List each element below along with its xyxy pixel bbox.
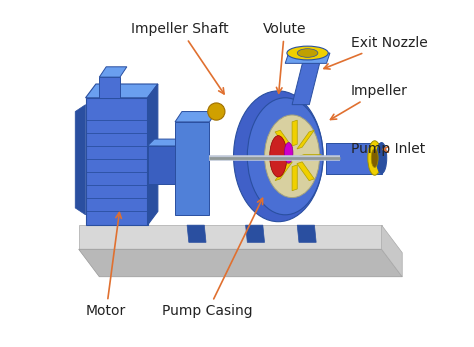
Text: Exit Nozzle: Exit Nozzle: [324, 36, 428, 69]
Polygon shape: [292, 120, 297, 146]
Polygon shape: [85, 98, 147, 225]
Ellipse shape: [297, 49, 318, 57]
Polygon shape: [147, 84, 158, 225]
Ellipse shape: [376, 143, 387, 174]
Polygon shape: [246, 225, 264, 242]
Circle shape: [208, 103, 225, 120]
Polygon shape: [175, 122, 210, 215]
Polygon shape: [275, 130, 292, 149]
Polygon shape: [79, 225, 382, 249]
Polygon shape: [297, 225, 316, 242]
Polygon shape: [75, 105, 85, 215]
Ellipse shape: [287, 46, 328, 60]
Polygon shape: [285, 53, 330, 64]
Polygon shape: [275, 162, 292, 181]
Polygon shape: [100, 67, 127, 77]
Polygon shape: [147, 139, 182, 146]
Ellipse shape: [264, 115, 319, 197]
Polygon shape: [327, 143, 382, 174]
Polygon shape: [187, 225, 206, 242]
Polygon shape: [100, 77, 120, 98]
Text: Volute: Volute: [263, 22, 306, 93]
Polygon shape: [292, 165, 297, 191]
Ellipse shape: [284, 143, 293, 163]
Text: Pump Casing: Pump Casing: [163, 198, 263, 318]
Polygon shape: [85, 84, 158, 98]
Polygon shape: [382, 225, 402, 277]
Ellipse shape: [270, 136, 287, 177]
Polygon shape: [297, 130, 314, 149]
Polygon shape: [297, 162, 314, 181]
Ellipse shape: [234, 91, 323, 222]
Ellipse shape: [368, 141, 382, 175]
Polygon shape: [79, 249, 402, 277]
Text: Impeller: Impeller: [330, 84, 408, 119]
Polygon shape: [268, 154, 291, 156]
Text: Impeller Shaft: Impeller Shaft: [131, 22, 229, 94]
Polygon shape: [292, 64, 319, 105]
Polygon shape: [175, 111, 216, 122]
Ellipse shape: [371, 149, 378, 168]
Polygon shape: [147, 146, 175, 184]
Polygon shape: [299, 154, 321, 156]
Ellipse shape: [247, 98, 323, 215]
Text: Motor: Motor: [86, 212, 126, 318]
Text: Pump Inlet: Pump Inlet: [351, 142, 425, 156]
